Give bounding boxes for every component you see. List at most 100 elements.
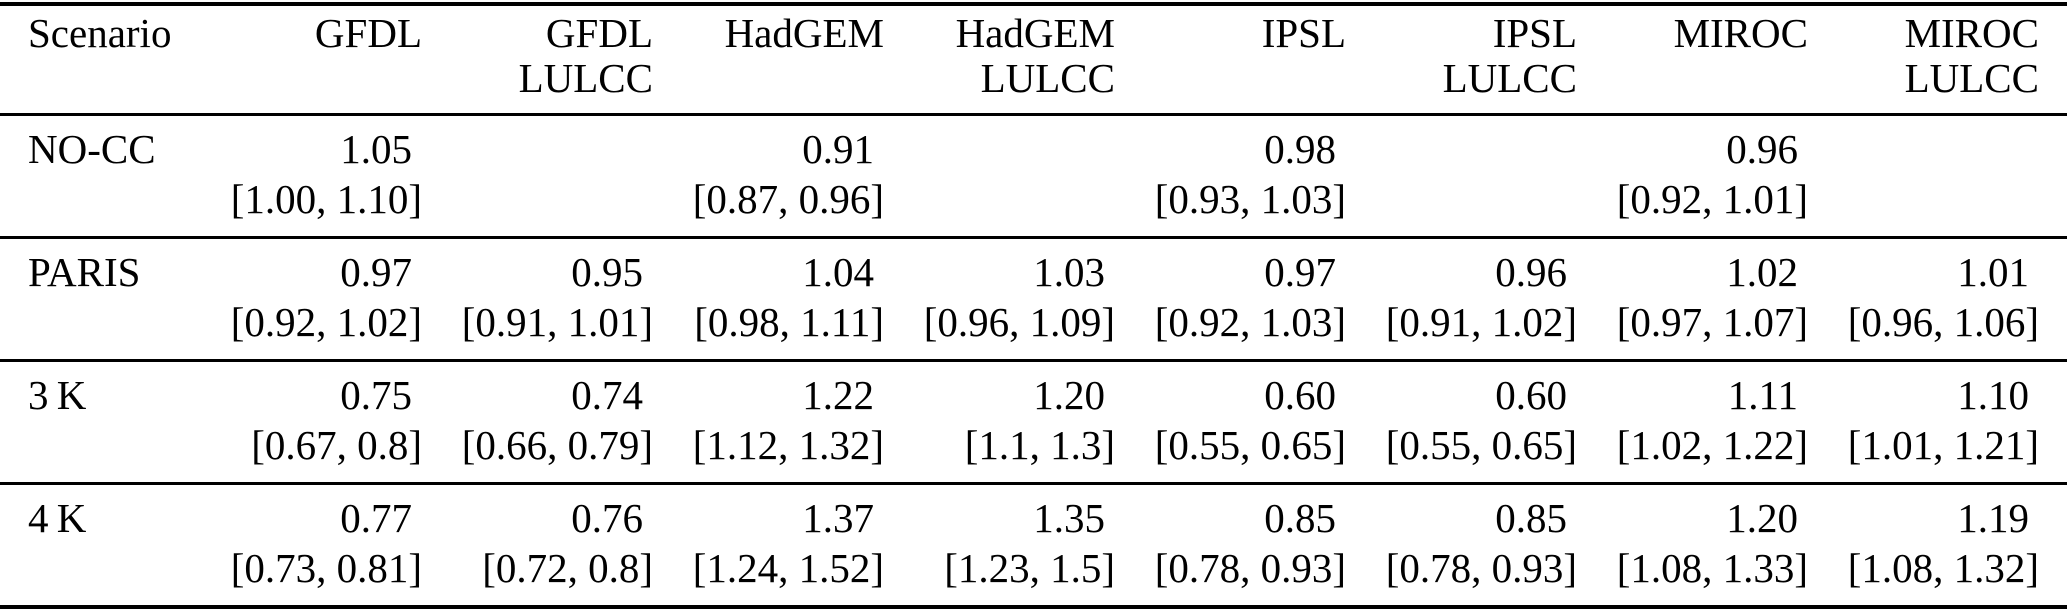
cell-value: 0.77 bbox=[340, 495, 412, 541]
cell-interval: [1.12, 1.32] bbox=[692, 422, 884, 468]
cell-value: 1.37 bbox=[802, 495, 874, 541]
cell-interval: [0.55, 0.65] bbox=[1385, 422, 1577, 468]
cell-value bbox=[1808, 124, 2039, 174]
column-header-miroc-lulcc: MIROC LULCC bbox=[1808, 4, 2067, 115]
cell-value: 0.96 bbox=[1495, 249, 1567, 295]
column-header-line2 bbox=[1115, 56, 1346, 101]
column-header-scenario: Scenario bbox=[0, 4, 191, 115]
cell-interval bbox=[1808, 174, 2039, 224]
cell-interval bbox=[884, 174, 1115, 224]
cell-3k-gfdl-lulcc: 0.74 [0.66, 0.79] bbox=[422, 361, 653, 484]
column-header-miroc: MIROC bbox=[1577, 4, 1808, 115]
scenario-label: PARIS bbox=[28, 249, 141, 295]
cell-4k-miroc: 1.20 [1.08, 1.33] bbox=[1577, 484, 1808, 608]
scenario-label: 4 K bbox=[28, 495, 87, 541]
cell-value: 1.20 bbox=[1726, 495, 1798, 541]
column-header-line2 bbox=[1577, 56, 1808, 101]
cell-no-cc-miroc-lulcc bbox=[1808, 115, 2067, 238]
cell-interval: [1.08, 1.33] bbox=[1616, 545, 1808, 591]
column-header-line1: MIROC bbox=[1904, 10, 2039, 56]
cell-interval: [0.98, 1.11] bbox=[694, 299, 884, 345]
cell-no-cc-gfdl: 1.05 [1.00, 1.10] bbox=[191, 115, 422, 238]
cell-interval: [0.72, 0.8] bbox=[482, 545, 653, 591]
cell-3k-hadgem: 1.22 [1.12, 1.32] bbox=[653, 361, 884, 484]
column-header-ipsl: IPSL bbox=[1115, 4, 1346, 115]
cell-value bbox=[422, 124, 653, 174]
cell-interval: [0.67, 0.8] bbox=[251, 422, 422, 468]
cell-3k-hadgem-lulcc: 1.20 [1.1, 1.3] bbox=[884, 361, 1115, 484]
column-header-gfdl: GFDL bbox=[191, 4, 422, 115]
cell-value: 0.98 bbox=[1264, 126, 1336, 172]
cell-paris-gfdl: 0.97 [0.92, 1.02] bbox=[191, 238, 422, 361]
cell-interval: [0.92, 1.01] bbox=[1616, 176, 1808, 222]
header-row: Scenario GFDL GFDL LULCC HadGEM HadGEM L… bbox=[0, 4, 2067, 115]
cell-value: 0.91 bbox=[802, 126, 874, 172]
cell-interval: [0.92, 1.02] bbox=[230, 299, 422, 345]
cell-no-cc-ipsl-lulcc bbox=[1346, 115, 1577, 238]
cell-interval: [0.93, 1.03] bbox=[1154, 176, 1346, 222]
cell-value: 1.03 bbox=[1033, 249, 1105, 295]
cell-value: 1.10 bbox=[1957, 372, 2029, 418]
cell-value: 0.96 bbox=[1726, 126, 1798, 172]
cell-value: 0.85 bbox=[1495, 495, 1567, 541]
column-header-label: Scenario bbox=[28, 10, 172, 56]
cell-4k-hadgem-lulcc: 1.35 [1.23, 1.5] bbox=[884, 484, 1115, 608]
cell-interval: [0.55, 0.65] bbox=[1154, 422, 1346, 468]
table-row-paris: PARIS 0.97 [0.92, 1.02] 0.95 [0.91, 1.01… bbox=[0, 238, 2067, 361]
table-row-3k: 3 K 0.75 [0.67, 0.8] 0.74 [0.66, 0.79] 1… bbox=[0, 361, 2067, 484]
cell-value: 1.22 bbox=[802, 372, 874, 418]
cell-paris-gfdl-lulcc: 0.95 [0.91, 1.01] bbox=[422, 238, 653, 361]
cell-interval: [1.08, 1.32] bbox=[1847, 545, 2039, 591]
cell-3k-miroc-lulcc: 1.10 [1.01, 1.21] bbox=[1808, 361, 2067, 484]
cell-value bbox=[1346, 124, 1577, 174]
cell-value: 0.95 bbox=[571, 249, 643, 295]
scenario-label: 3 K bbox=[28, 372, 87, 418]
column-header-ipsl-lulcc: IPSL LULCC bbox=[1346, 4, 1577, 115]
cell-value: 0.97 bbox=[340, 249, 412, 295]
column-header-line2: LULCC bbox=[1442, 55, 1577, 101]
cell-no-cc-hadgem-lulcc bbox=[884, 115, 1115, 238]
cell-value: 1.20 bbox=[1033, 372, 1105, 418]
column-header-line1: IPSL bbox=[1492, 10, 1577, 56]
cell-3k-ipsl-lulcc: 0.60 [0.55, 0.65] bbox=[1346, 361, 1577, 484]
column-header-line1: MIROC bbox=[1673, 10, 1808, 56]
cell-paris-ipsl: 0.97 [0.92, 1.03] bbox=[1115, 238, 1346, 361]
cell-value: 1.04 bbox=[802, 249, 874, 295]
cell-interval bbox=[1346, 174, 1577, 224]
cell-4k-gfdl: 0.77 [0.73, 0.81] bbox=[191, 484, 422, 608]
column-header-gfdl-lulcc: GFDL LULCC bbox=[422, 4, 653, 115]
cell-value: 1.05 bbox=[340, 126, 412, 172]
cell-interval: [1.1, 1.3] bbox=[964, 422, 1115, 468]
cell-interval bbox=[422, 174, 653, 224]
cell-interval: [1.01, 1.21] bbox=[1847, 422, 2039, 468]
cell-paris-hadgem: 1.04 [0.98, 1.11] bbox=[653, 238, 884, 361]
column-header-line2: LULCC bbox=[518, 55, 653, 101]
cell-3k-ipsl: 0.60 [0.55, 0.65] bbox=[1115, 361, 1346, 484]
cell-value: 0.85 bbox=[1264, 495, 1336, 541]
cell-interval: [0.96, 1.06] bbox=[1847, 299, 2039, 345]
cell-interval: [1.00, 1.10] bbox=[230, 176, 422, 222]
cell-interval: [1.24, 1.52] bbox=[692, 545, 884, 591]
column-header-line1: GFDL bbox=[314, 10, 422, 56]
column-header-line2: LULCC bbox=[1904, 55, 2039, 101]
column-header-line1: HadGEM bbox=[955, 10, 1115, 56]
cell-interval: [0.91, 1.02] bbox=[1385, 299, 1577, 345]
column-header-line2 bbox=[191, 56, 422, 101]
cell-no-cc-hadgem: 0.91 [0.87, 0.96] bbox=[653, 115, 884, 238]
cell-value bbox=[884, 124, 1115, 174]
cell-value: 1.02 bbox=[1726, 249, 1798, 295]
cell-no-cc-gfdl-lulcc bbox=[422, 115, 653, 238]
scenario-label: NO-CC bbox=[28, 126, 156, 172]
cell-interval: [0.66, 0.79] bbox=[461, 422, 653, 468]
cell-4k-ipsl-lulcc: 0.85 [0.78, 0.93] bbox=[1346, 484, 1577, 608]
cell-no-cc-ipsl: 0.98 [0.93, 1.03] bbox=[1115, 115, 1346, 238]
cell-interval: [0.87, 0.96] bbox=[692, 176, 884, 222]
cell-paris-miroc-lulcc: 1.01 [0.96, 1.06] bbox=[1808, 238, 2067, 361]
column-header-line1: HadGEM bbox=[724, 10, 884, 56]
cell-interval: [0.97, 1.07] bbox=[1616, 299, 1808, 345]
column-header-line2 bbox=[653, 56, 884, 101]
cell-3k-gfdl: 0.75 [0.67, 0.8] bbox=[191, 361, 422, 484]
cell-paris-miroc: 1.02 [0.97, 1.07] bbox=[1577, 238, 1808, 361]
cell-interval: [0.73, 0.81] bbox=[230, 545, 422, 591]
